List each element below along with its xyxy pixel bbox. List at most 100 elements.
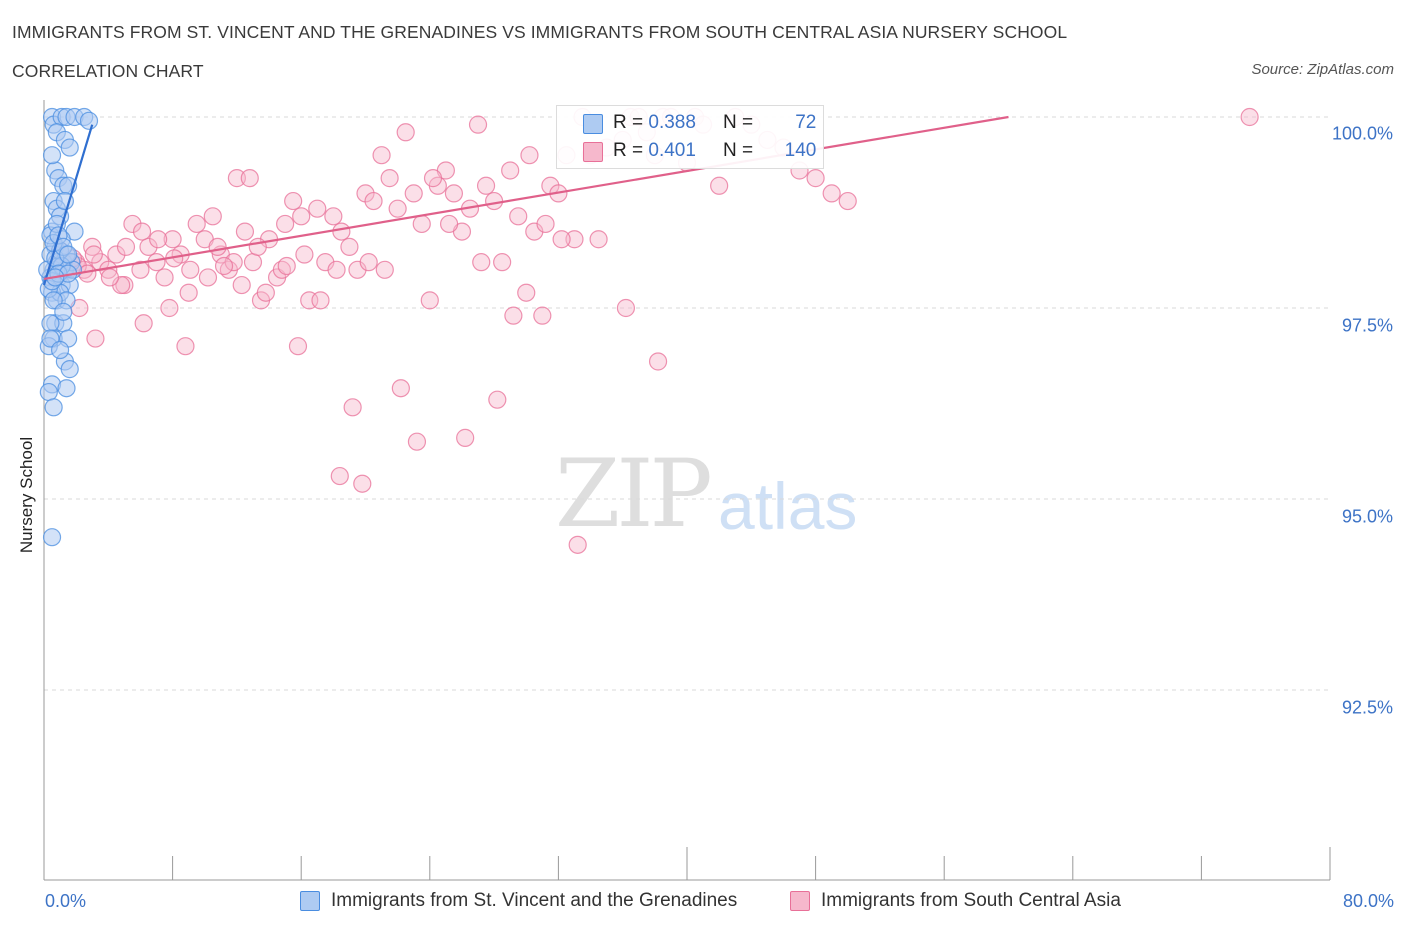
point-south-central-asia <box>565 230 584 249</box>
point-south-central-asia <box>181 260 200 279</box>
point-st-vincent <box>55 191 74 211</box>
point-south-central-asia <box>509 207 528 226</box>
point-south-central-asia <box>86 329 105 348</box>
point-st-vincent <box>59 245 78 264</box>
point-south-central-asia <box>214 256 234 276</box>
series-st-vincent <box>38 107 99 547</box>
point-south-central-asia <box>332 222 351 241</box>
point-south-central-asia <box>84 245 103 264</box>
point-south-central-asia <box>116 237 136 256</box>
x-tick-label-min: 0.0% <box>45 891 87 911</box>
y-tick-label: 95.0% <box>1341 506 1393 527</box>
point-south-central-asia <box>343 398 362 417</box>
point-south-central-asia <box>504 306 523 325</box>
point-south-central-asia <box>155 268 174 287</box>
point-south-central-asia <box>359 253 378 272</box>
point-st-vincent <box>60 138 79 157</box>
y-tick-label: 97.5% <box>1341 315 1393 336</box>
point-st-vincent <box>54 302 73 321</box>
point-south-central-asia <box>485 191 504 211</box>
y-tick-label: 92.5% <box>1341 697 1393 718</box>
watermark-atlas: atlas <box>718 469 858 543</box>
point-south-central-asia <box>232 275 251 295</box>
point-south-central-asia <box>327 260 346 279</box>
chart-title-line1: IMMIGRANTS FROM ST. VINCENT AND THE GREN… <box>12 22 1068 42</box>
point-south-central-asia <box>208 237 227 256</box>
legend-swatch-blue <box>583 114 603 134</box>
bottom-legend-label: Immigrants from St. Vincent and the Gren… <box>331 890 738 911</box>
point-south-central-asia <box>288 337 308 356</box>
point-south-central-asia <box>179 283 198 302</box>
point-south-central-asia <box>83 237 102 256</box>
legend-n-value: 140 <box>784 140 817 161</box>
chart-title-line2: CORRELATION CHART <box>12 61 204 81</box>
bottom-legend-label: Immigrants from South Central Asia <box>821 890 1121 911</box>
bottom-legend-swatch-blue <box>300 891 320 911</box>
trend-lines <box>42 115 1009 286</box>
point-south-central-asia <box>404 184 423 203</box>
y-tick-label: 100.0% <box>1331 123 1393 144</box>
point-south-central-asia <box>412 214 431 234</box>
point-south-central-asia <box>472 253 491 272</box>
point-south-central-asia <box>568 535 587 554</box>
point-south-central-asia <box>806 169 825 188</box>
source-label: Source: ZipAtlas.com <box>1251 61 1394 78</box>
legend-swatch-pink <box>583 142 603 162</box>
point-south-central-asia <box>187 214 206 234</box>
point-south-central-asia <box>616 298 636 318</box>
series-south-central-asia <box>47 107 1259 554</box>
point-south-central-asia <box>149 230 168 249</box>
point-south-central-asia <box>131 260 150 279</box>
point-south-central-asia <box>276 214 295 234</box>
point-south-central-asia <box>284 191 303 211</box>
point-south-central-asia <box>391 379 410 398</box>
point-south-central-asia <box>330 466 349 486</box>
point-st-vincent <box>39 382 58 402</box>
point-south-central-asia <box>340 237 359 256</box>
trend-line-st-vincent <box>42 124 94 286</box>
trend-line-south-central-asia <box>43 115 1009 281</box>
point-south-central-asia <box>388 199 407 218</box>
point-south-central-asia <box>476 176 496 195</box>
point-south-central-asia <box>420 291 439 310</box>
point-south-central-asia <box>100 268 120 287</box>
legend-r-value: 0.401 <box>648 140 696 161</box>
point-south-central-asia <box>439 214 459 234</box>
point-south-central-asia <box>227 169 246 188</box>
legend-r-label: R = <box>613 112 649 133</box>
point-south-central-asia <box>353 474 372 493</box>
point-south-central-asia <box>132 222 152 241</box>
point-st-vincent <box>42 146 62 165</box>
y-axis-label: Nursery School <box>17 436 36 554</box>
point-st-vincent <box>79 111 99 130</box>
point-south-central-asia <box>444 184 464 203</box>
point-south-central-asia <box>375 260 394 279</box>
point-south-central-asia <box>533 306 552 325</box>
legend-n-label: N = <box>723 112 759 133</box>
point-south-central-asia <box>552 230 571 249</box>
point-south-central-asia <box>536 214 555 234</box>
point-south-central-asia <box>488 390 507 409</box>
point-south-central-asia <box>396 123 415 142</box>
point-st-vincent <box>60 360 79 379</box>
axes <box>43 100 1331 881</box>
point-south-central-asia <box>160 298 179 318</box>
point-south-central-asia <box>235 222 255 241</box>
point-south-central-asia <box>380 169 399 188</box>
point-south-central-asia <box>710 176 729 195</box>
legend-r-value: 0.388 <box>648 112 696 133</box>
point-south-central-asia <box>364 191 383 211</box>
point-st-vincent <box>50 340 70 360</box>
point-st-vincent <box>57 379 76 398</box>
point-south-central-asia <box>324 207 343 226</box>
point-south-central-asia <box>139 237 158 256</box>
point-south-central-asia <box>456 428 475 447</box>
bottom-legend-swatch-pink <box>790 891 810 911</box>
legend-n-value: 72 <box>795 112 817 133</box>
point-south-central-asia <box>648 352 668 371</box>
point-south-central-asia <box>311 291 330 310</box>
point-south-central-asia <box>134 314 153 333</box>
point-south-central-asia <box>123 214 142 234</box>
point-south-central-asia <box>176 337 195 356</box>
